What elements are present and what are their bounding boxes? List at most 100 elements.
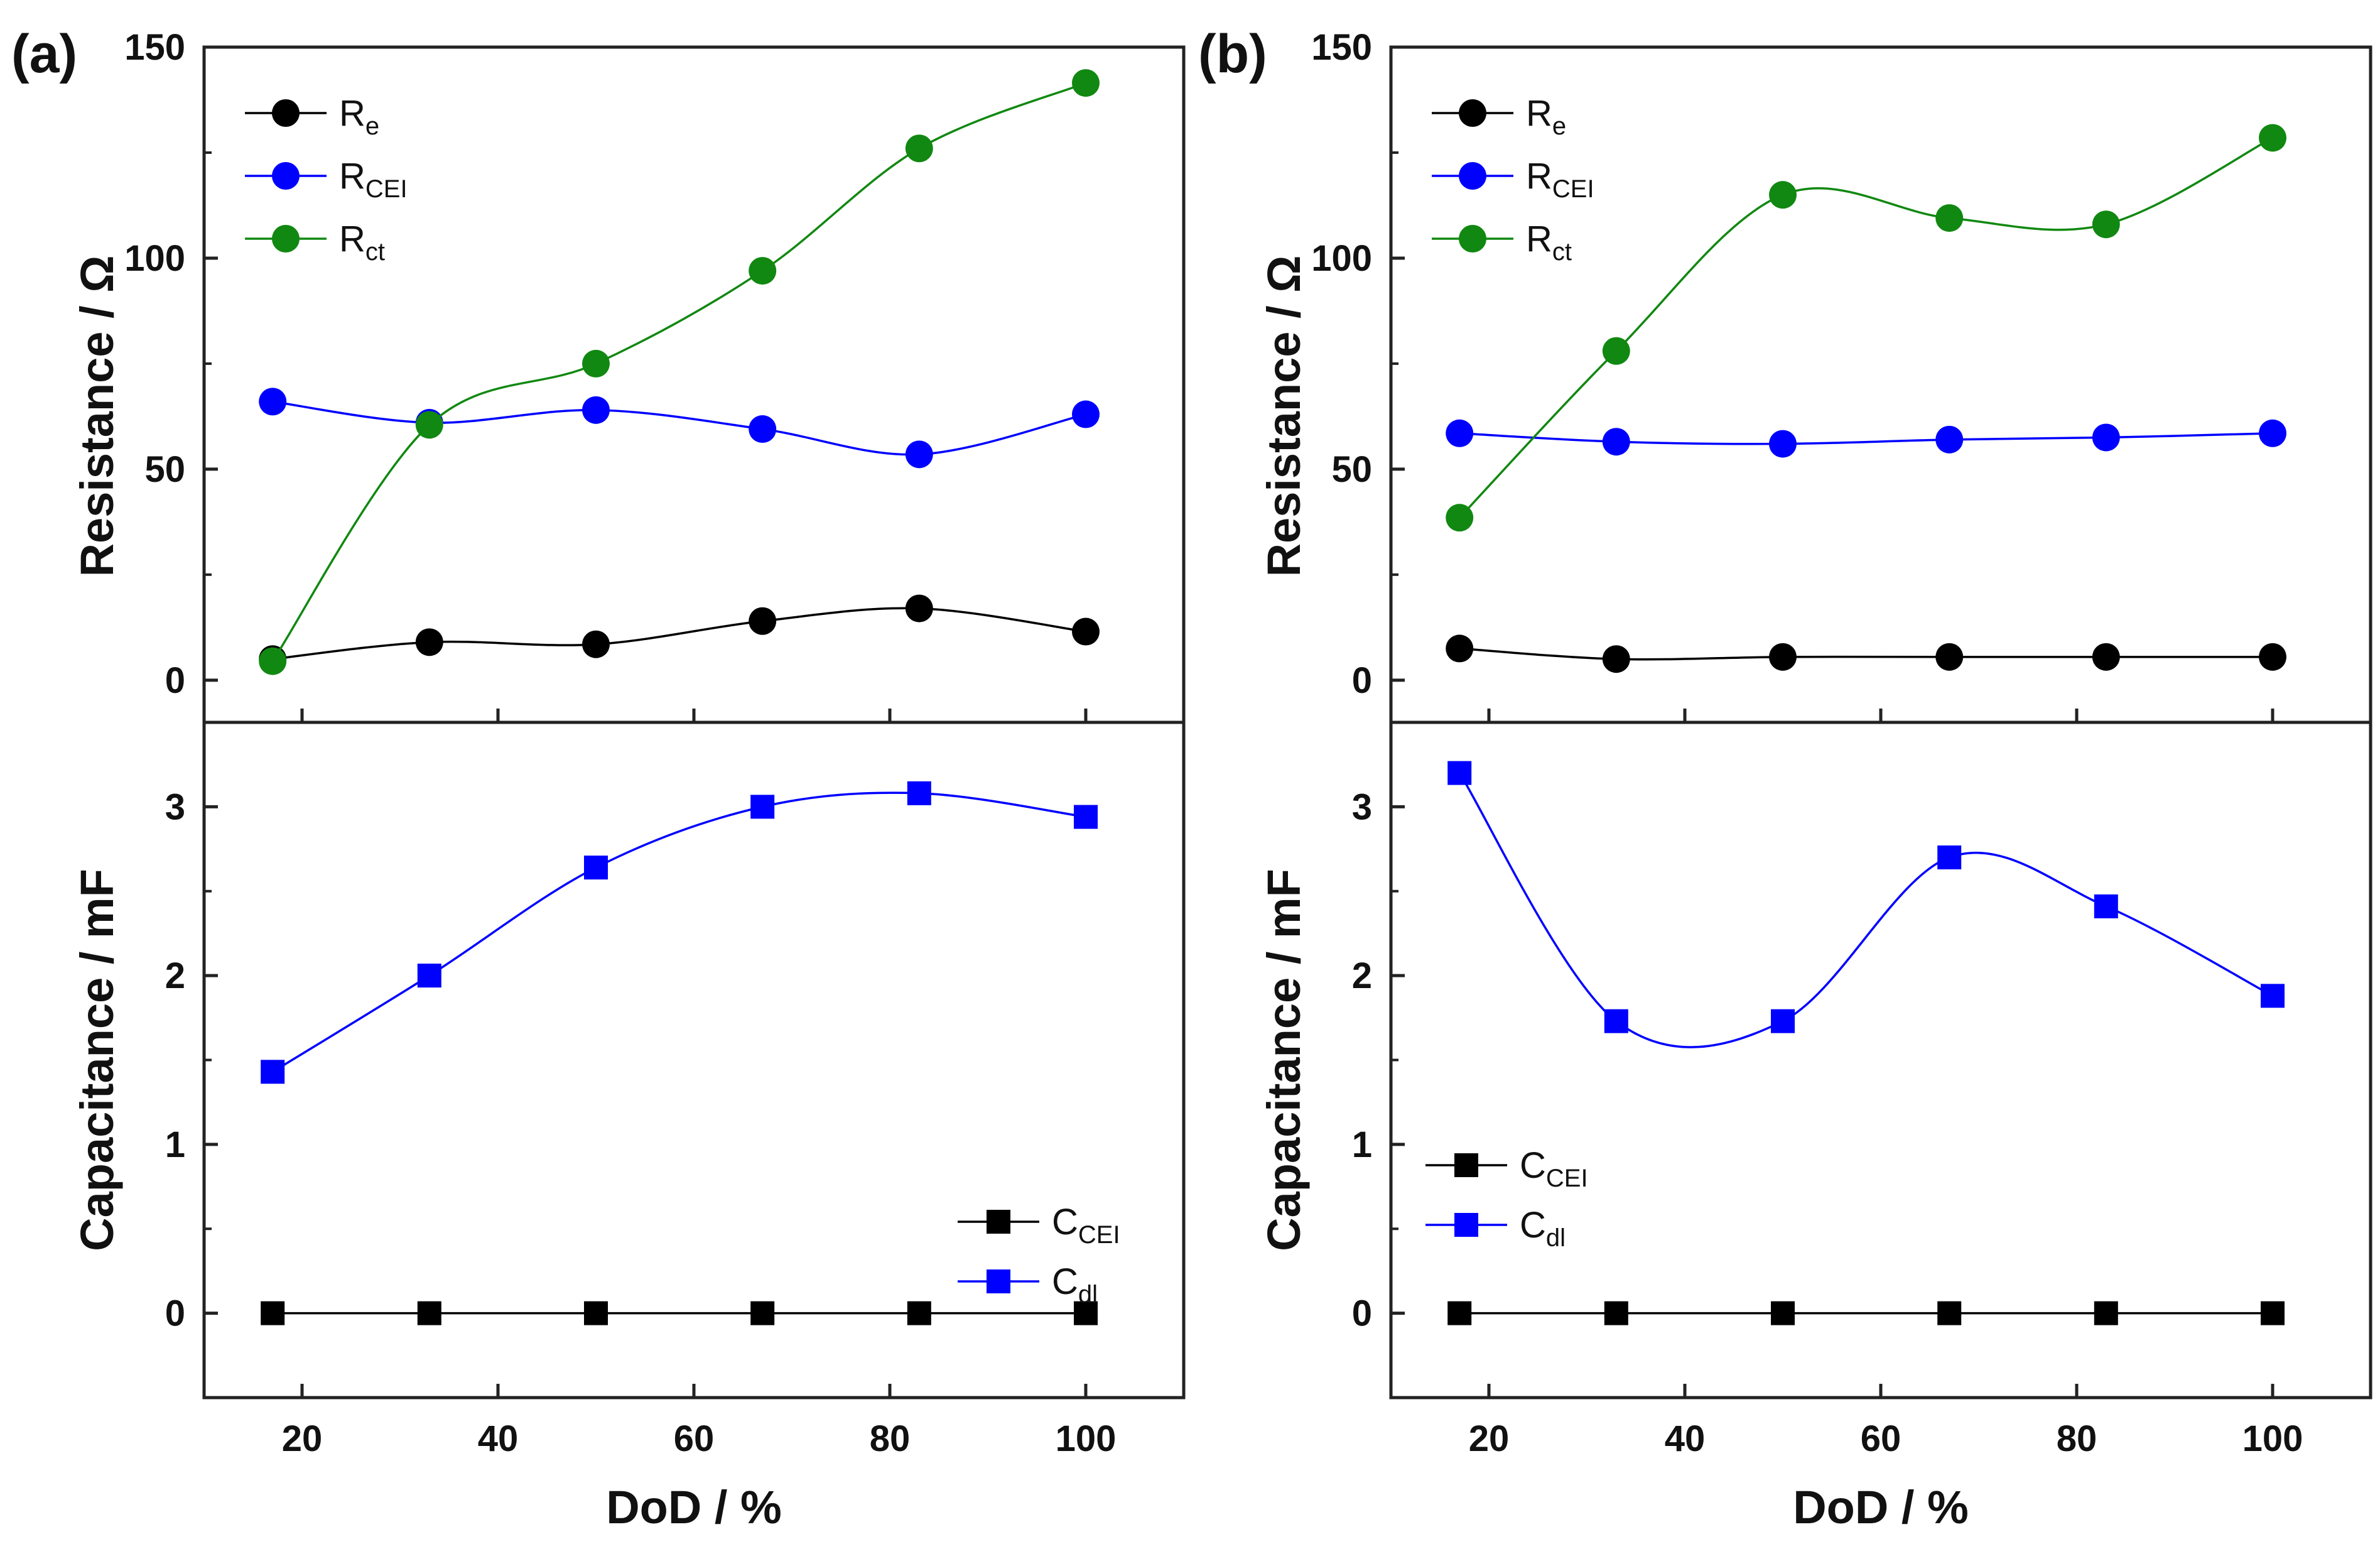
x-tick-label: 40 — [478, 1418, 519, 1459]
data-point-CCEI — [750, 1301, 775, 1325]
x-axis-title: DoD / % — [1793, 1481, 1969, 1533]
y-tick-label: 3 — [165, 786, 185, 827]
legend-label: RCEI — [1526, 156, 1594, 203]
data-point-RCEI — [2259, 419, 2286, 447]
data-point-CCEI — [261, 1301, 285, 1325]
data-point-Rct — [905, 134, 933, 163]
y-tick-label: 2 — [165, 955, 185, 996]
x-tick-label: 60 — [674, 1418, 715, 1459]
data-point-Re — [2092, 643, 2120, 671]
x-tick-label: 60 — [1861, 1418, 1901, 1459]
data-point-Rct — [2092, 210, 2120, 239]
data-point-RCEI — [1602, 428, 1630, 456]
legend-marker — [1459, 225, 1486, 253]
y-tick-label: 0 — [1352, 660, 1372, 701]
data-point-CCEI — [2094, 1301, 2118, 1325]
data-point-Cdl — [261, 1060, 285, 1084]
legend-marker — [272, 99, 300, 127]
series-line-RCEI — [1459, 432, 2273, 445]
data-point-Rct — [1602, 337, 1630, 365]
subplot-top: 0 50 100 150 Resistance / Ω Re RCEI Rct — [1258, 27, 2286, 701]
y-tick-label: 50 — [144, 449, 185, 490]
y-tick-label: 1 — [165, 1124, 185, 1165]
y-axis-title: Capacitance / mF — [1258, 869, 1310, 1251]
y-axis-title: Resistance / Ω — [1258, 256, 1310, 577]
data-point-RCEI — [1769, 430, 1797, 458]
series-line-Cdl — [272, 791, 1086, 1073]
x-tick-label: 40 — [1665, 1418, 1706, 1459]
y-tick-label: 3 — [1352, 786, 1372, 827]
data-point-RCEI — [1072, 400, 1100, 428]
data-point-RCEI — [905, 440, 933, 469]
data-point-Cdl — [1604, 1009, 1628, 1033]
data-point-Rct — [1072, 69, 1100, 97]
legend-marker — [1459, 162, 1486, 190]
data-point-Re — [905, 594, 933, 622]
data-point-Re — [749, 607, 777, 635]
legend-label: Cdl — [1052, 1261, 1098, 1308]
data-point-RCEI — [259, 388, 287, 416]
x-tick-label: 80 — [2057, 1418, 2097, 1459]
data-point-Rct — [415, 411, 443, 439]
data-point-Cdl — [1447, 761, 1472, 785]
data-point-Rct — [582, 349, 610, 378]
legend-label: Re — [1526, 93, 1566, 140]
y-tick-label: 0 — [1352, 1293, 1372, 1334]
data-point-RCEI — [749, 415, 777, 443]
data-point-Re — [1935, 643, 1964, 671]
legend-marker — [1454, 1213, 1478, 1237]
legend-label: Cdl — [1520, 1205, 1566, 1252]
data-point-Cdl — [2094, 894, 2118, 918]
legend-marker — [987, 1269, 1010, 1293]
legend-label: Rct — [339, 219, 385, 266]
data-point-Cdl — [584, 856, 608, 880]
series-line-RCEI — [272, 400, 1086, 456]
series-line-Rct — [1458, 136, 2273, 519]
data-point-Re — [1072, 617, 1100, 646]
data-point-RCEI — [2092, 423, 2120, 452]
x-tick-label: 80 — [870, 1418, 911, 1459]
data-point-Cdl — [1937, 845, 1962, 869]
data-point-Rct — [749, 257, 777, 285]
y-axis-title: Capacitance / mF — [71, 869, 123, 1251]
subplot-top: 0 50 100 150 Resistance / Ω Re RCEI Rct — [71, 27, 1100, 701]
subplot-bottom: 0 1 2 3 Capacitance / mF CCEI Cdl — [1258, 761, 2285, 1334]
data-point-CCEI — [1604, 1301, 1628, 1325]
data-point-Re — [1602, 645, 1630, 673]
legend-label: CCEI — [1052, 1202, 1120, 1249]
data-point-Re — [582, 630, 610, 658]
legend-marker — [272, 162, 300, 190]
y-tick-label: 1 — [1352, 1124, 1372, 1165]
data-point-CCEI — [1074, 1301, 1098, 1325]
data-point-RCEI — [1935, 425, 1964, 454]
data-point-Re — [415, 628, 443, 656]
legend-marker — [272, 225, 300, 253]
series-line-Cdl — [1458, 772, 2273, 1048]
y-tick-label: 50 — [1331, 449, 1372, 490]
legend-marker — [1454, 1153, 1478, 1177]
legend-marker — [1459, 99, 1486, 127]
series-line-Re — [273, 607, 1086, 660]
data-point-Rct — [2259, 124, 2286, 152]
data-point-RCEI — [1446, 419, 1474, 447]
data-point-Cdl — [907, 781, 931, 805]
x-tick-label: 100 — [2242, 1418, 2303, 1459]
data-point-Rct — [1935, 204, 1964, 232]
data-point-CCEI — [1447, 1301, 1472, 1325]
legend-label: Re — [339, 93, 379, 140]
data-point-Cdl — [1771, 1009, 1795, 1033]
legend-label: Rct — [1526, 219, 1572, 266]
panel-label: (a) — [11, 24, 77, 84]
y-tick-label: 150 — [124, 27, 185, 68]
data-point-RCEI — [582, 396, 610, 424]
x-axis-title: DoD / % — [606, 1481, 782, 1533]
data-point-CCEI — [1937, 1301, 1962, 1325]
data-point-Rct — [1769, 181, 1797, 209]
data-point-Cdl — [417, 964, 441, 988]
data-point-CCEI — [417, 1301, 441, 1325]
data-point-Cdl — [1074, 805, 1098, 829]
x-tick-label: 20 — [282, 1418, 323, 1459]
legend-label: CCEI — [1520, 1145, 1588, 1192]
